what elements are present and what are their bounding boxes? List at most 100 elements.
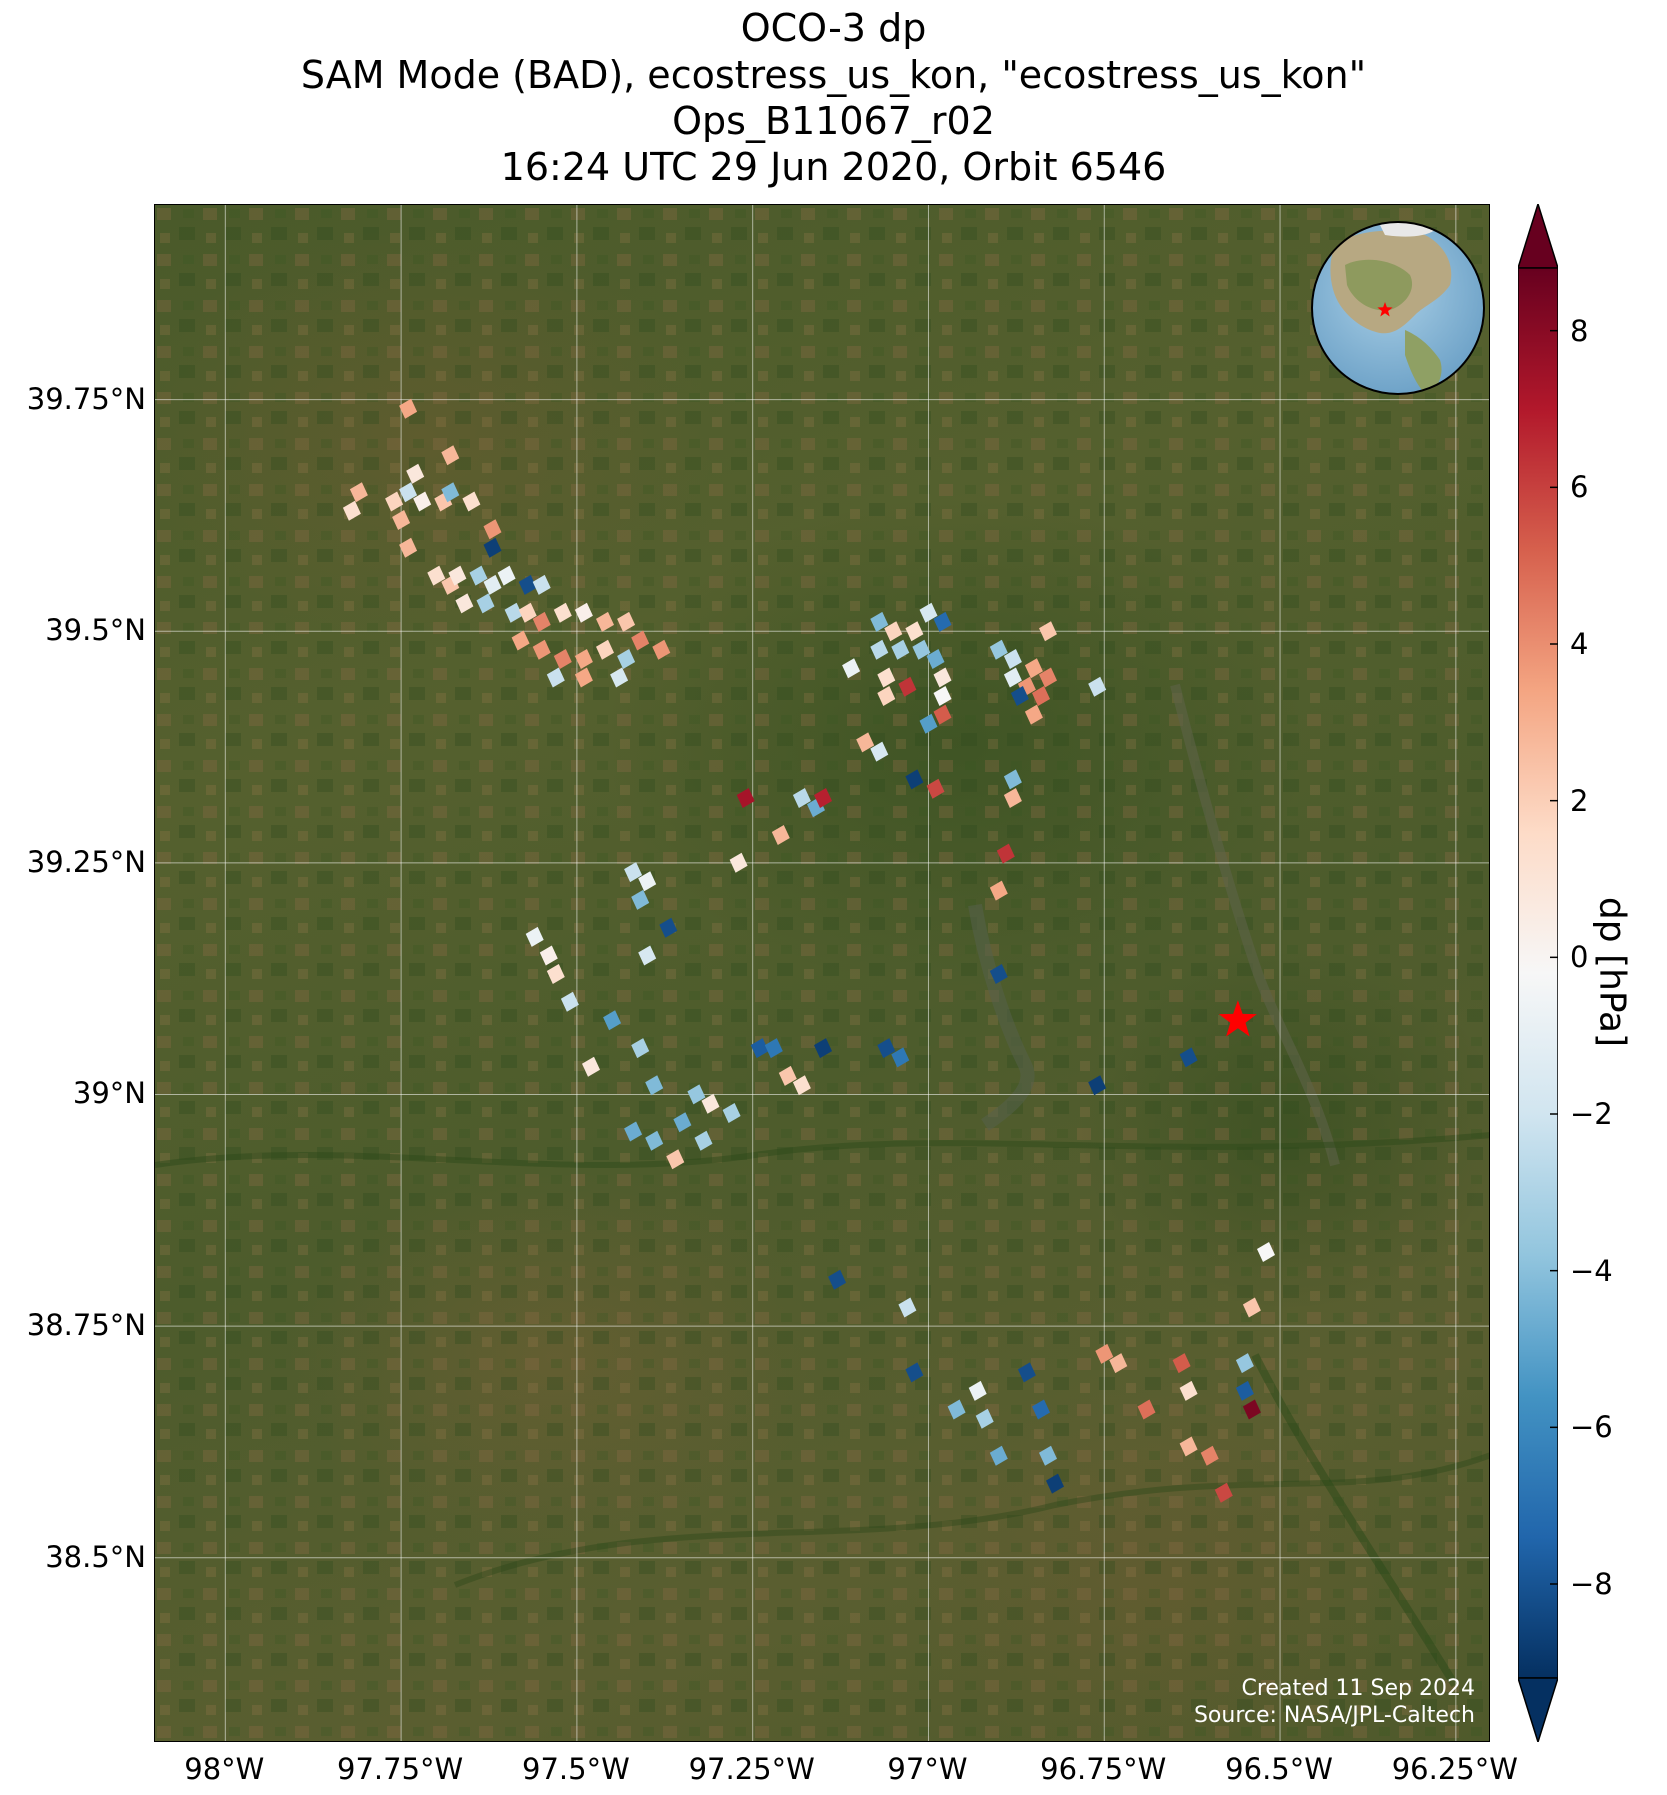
lat-tick-label: 39.75°N	[26, 381, 146, 416]
sounding-footprint	[546, 964, 565, 984]
sounding-footprint	[989, 1445, 1008, 1466]
sounding-footprint	[603, 1010, 622, 1031]
sounding-footprint	[1024, 658, 1043, 679]
sounding-footprint	[926, 649, 945, 669]
title-line-1: OCO-3 dp	[740, 6, 927, 50]
lon-tick-label: 97.5°W	[522, 1752, 630, 1786]
sounding-footprint	[427, 565, 446, 586]
sounding-footprint	[975, 1408, 994, 1429]
sounding-footprint	[687, 1084, 706, 1105]
lat-tick-label: 39.25°N	[26, 844, 146, 879]
lon-tick-label: 97.75°W	[336, 1752, 464, 1786]
sounding-footprint	[1137, 1399, 1156, 1420]
lat-tick-label: 38.75°N	[26, 1308, 146, 1343]
colorbar-tick-label: 4	[1570, 627, 1589, 661]
sounding-footprint	[539, 945, 558, 966]
sounding-footprint	[792, 788, 811, 808]
sounding-footprint	[525, 926, 544, 947]
satellite-basemap	[155, 205, 1489, 1741]
sounding-footprint	[1032, 1399, 1050, 1420]
sounding-footprint	[870, 611, 889, 632]
lon-tick-label: 97.25°W	[688, 1752, 815, 1786]
sounding-footprint	[1039, 1445, 1057, 1466]
inset-globe	[1311, 221, 1485, 395]
sounding-footprint	[511, 630, 530, 651]
sounding-footprint	[483, 574, 502, 595]
colorbar-ramp	[1518, 267, 1558, 1679]
lon-tick-label: 96.75°W	[1040, 1752, 1167, 1786]
sounding-footprint	[399, 482, 418, 503]
target-site-star-icon	[1218, 1000, 1257, 1037]
colorbar-tick-label: 2	[1570, 783, 1589, 818]
sounding-footprint	[462, 491, 481, 512]
sounding-footprint	[476, 593, 495, 614]
sounding-footprint	[792, 1075, 811, 1096]
sounding-footprint	[1003, 769, 1022, 790]
sounding-footprint	[483, 537, 502, 558]
created-date: Created 11 Sep 2024	[1241, 1676, 1476, 1701]
sounding-footprint	[814, 1038, 832, 1059]
sounding-footprint	[1109, 1353, 1128, 1374]
sounding-footprint	[989, 639, 1008, 660]
title-line-4: 16:24 UTC 29 Jun 2020, Orbit 6546	[500, 145, 1167, 189]
sounding-footprint	[750, 1038, 769, 1059]
colorbar-tick-label: −8	[1570, 1567, 1613, 1601]
sounding-footprint	[912, 639, 931, 660]
sounding-footprint	[877, 1038, 896, 1059]
sounding-footprint	[659, 917, 678, 938]
sounding-footprint	[996, 843, 1015, 864]
sounding-footprint	[1179, 1047, 1198, 1068]
lon-tick-label: 96.5°W	[1225, 1752, 1333, 1786]
sounding-footprint	[441, 445, 460, 466]
sounding-footprint	[1235, 1380, 1254, 1401]
sounding-footprint	[631, 630, 650, 651]
sounding-footprint	[532, 574, 551, 595]
lat-tick-label: 39°N	[72, 1076, 146, 1111]
sounding-footprint	[828, 1269, 847, 1290]
sounding-footprint	[891, 639, 910, 660]
sounding-footprint	[504, 602, 523, 623]
sounding-footprint	[933, 611, 952, 632]
sounding-footprint	[1003, 788, 1022, 808]
sounding-footprint	[1172, 1353, 1191, 1374]
target-site-layer	[1218, 1000, 1257, 1037]
sounding-footprint	[919, 602, 938, 623]
colorbar	[1518, 204, 1558, 1742]
colorbar-tick-label: 6	[1570, 470, 1589, 505]
lat-tick-label: 39.5°N	[45, 613, 146, 648]
sounding-footprint	[1032, 686, 1050, 706]
sounding-footprint	[532, 639, 551, 660]
sounding-footprint	[1039, 621, 1057, 642]
graticule	[155, 205, 1489, 1741]
title-line-2: SAM Mode (BAD), ecostress_us_kon, "ecost…	[300, 53, 1367, 97]
map-panel[interactable]: Created 11 Sep 2024 Source: NASA/JPL-Cal…	[154, 204, 1490, 1742]
sounding-footprint	[926, 778, 945, 799]
sounding-footprint	[448, 565, 467, 586]
sounding-footprint	[624, 1121, 643, 1142]
sounding-footprint	[1242, 1297, 1261, 1318]
sounding-footprint	[933, 704, 952, 725]
sounding-footprint	[898, 676, 917, 697]
sounding-footprint	[933, 686, 952, 706]
colorbar-tick-label: −6	[1570, 1410, 1613, 1445]
sounding-footprint	[469, 565, 488, 586]
sounding-footprint	[884, 621, 903, 642]
sounding-footprint	[673, 1112, 692, 1133]
sounding-footprint	[518, 602, 537, 623]
sounding-footprint	[1088, 1075, 1107, 1096]
sounding-footprint	[596, 611, 614, 632]
sounding-footprint	[919, 713, 938, 734]
sounding-footprint	[694, 1130, 713, 1151]
sounding-footprint	[652, 639, 671, 660]
colorbar-tick-label: 8	[1570, 313, 1589, 348]
sounding-footprint	[722, 1103, 741, 1123]
sounding-footprint	[342, 500, 361, 521]
sounding-footprint	[989, 964, 1008, 984]
sounding-footprint	[891, 1047, 910, 1068]
sounding-footprint	[1003, 667, 1022, 688]
sounding-footprint	[701, 1093, 720, 1114]
colorbar-tick-label: −4	[1570, 1253, 1613, 1288]
sounding-footprint	[518, 574, 537, 595]
sounding-footprint	[406, 463, 425, 484]
sounding-footprint	[898, 1297, 917, 1318]
